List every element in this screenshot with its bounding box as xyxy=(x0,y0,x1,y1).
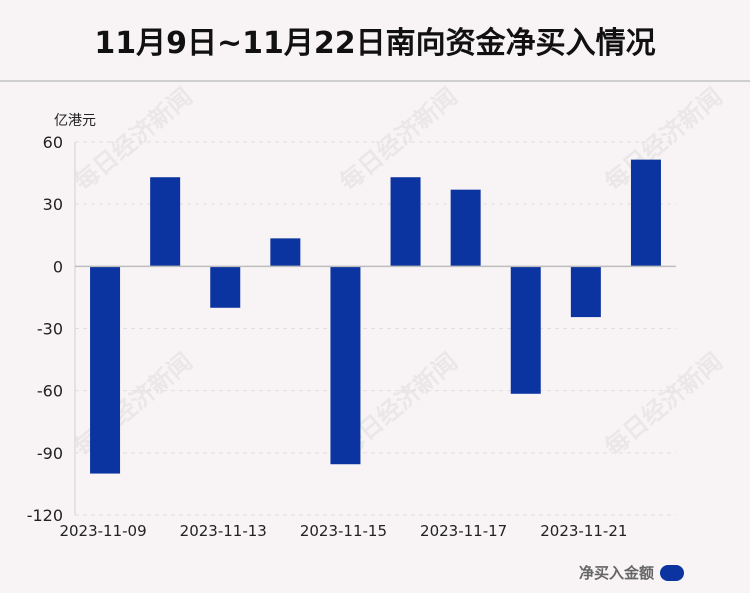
bar xyxy=(150,177,181,267)
bar xyxy=(270,238,301,267)
bar xyxy=(450,189,481,267)
bar xyxy=(330,266,361,465)
y-tick-label: 30 xyxy=(43,195,63,214)
bar xyxy=(630,159,661,267)
x-tick-label: 2023-11-09 xyxy=(59,522,146,540)
bar xyxy=(390,177,421,267)
bar xyxy=(570,266,601,318)
title-divider xyxy=(0,80,750,82)
chart-title: 11月9日~11月22日南向资金净买入情况 xyxy=(94,26,656,61)
y-tick-label: -30 xyxy=(37,320,63,339)
bar xyxy=(210,266,241,308)
x-tick-label: 2023-11-15 xyxy=(300,522,387,540)
y-tick-label: -60 xyxy=(37,382,63,401)
y-tick-label: -120 xyxy=(27,506,63,525)
y-tick-label: -90 xyxy=(37,444,63,463)
x-tick-label: 2023-11-21 xyxy=(540,522,627,540)
bar-chart: 60 30 0 -30 -60 -90 -120 亿港元 2023-11-09 2023-11-1… xyxy=(27,113,676,540)
y-tick-label: 60 xyxy=(43,133,63,152)
bar xyxy=(90,266,121,474)
x-tick-label: 2023-11-13 xyxy=(180,522,267,540)
x-tick-label: 2023-11-17 xyxy=(420,522,507,540)
legend: 净买入金额 xyxy=(579,562,684,583)
y-axis-unit-label: 亿港元 xyxy=(54,113,96,129)
legend-swatch xyxy=(660,564,684,581)
y-tick-label: 0 xyxy=(53,257,63,276)
bar xyxy=(510,266,541,394)
legend-label: 净买入金额 xyxy=(578,564,654,582)
